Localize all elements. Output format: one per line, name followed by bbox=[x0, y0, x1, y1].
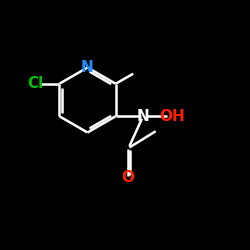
Text: OH: OH bbox=[159, 109, 185, 124]
Text: O: O bbox=[122, 170, 135, 185]
Text: N: N bbox=[81, 60, 94, 75]
Text: N: N bbox=[137, 109, 149, 124]
Text: Cl: Cl bbox=[28, 76, 44, 91]
